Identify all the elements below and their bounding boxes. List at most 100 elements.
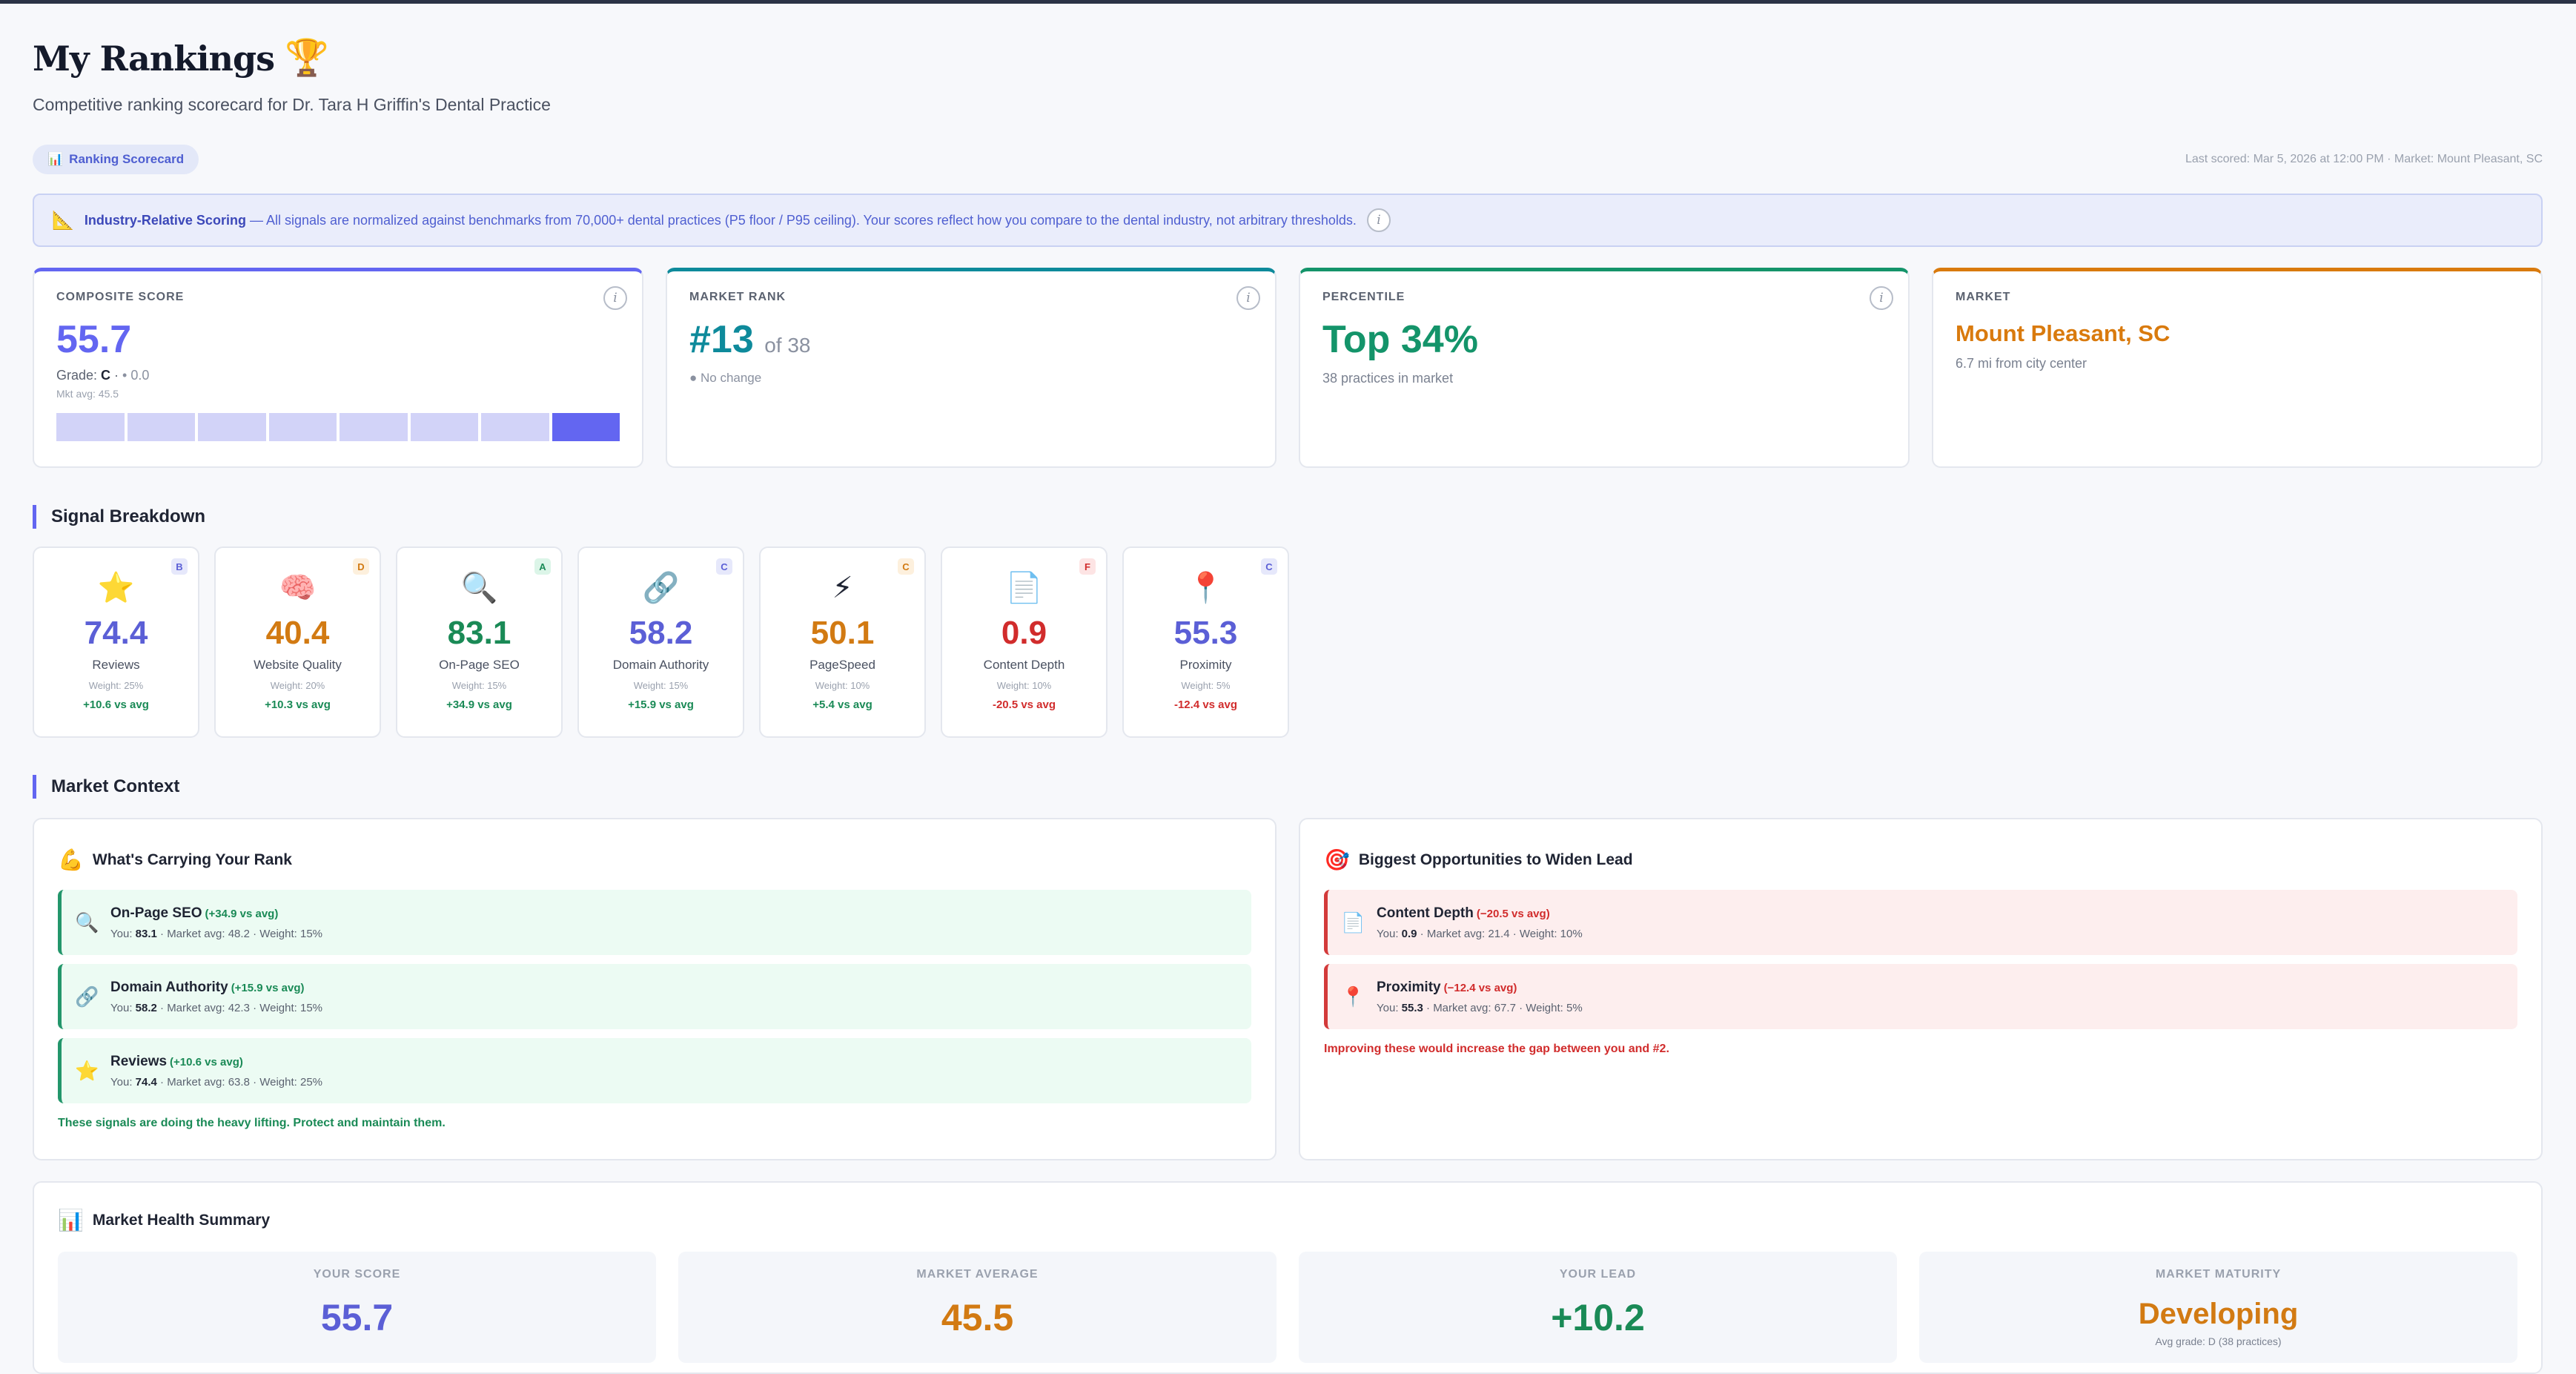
page-subtitle: Competitive ranking scorecard for Dr. Ta… (33, 95, 551, 114)
signal-icon: 🔗 (642, 572, 680, 604)
health-card: MARKET MATURITY Developing Avg grade: D (3… (1919, 1252, 2517, 1363)
signal-card[interactable]: C 🔗 58.2 Domain Authority Weight: 15% +15.9 v… (577, 546, 744, 738)
signal-icon: 📄 (1341, 911, 1365, 934)
signal-row-body: Content Depth (−20.5 vs avg) You: 0.9 · Ma… (1377, 905, 1583, 940)
info-icon[interactable]: i (1236, 286, 1260, 310)
toolbar: 📊 Ranking Scorecard Last scored: Mar 5, … (33, 145, 2543, 174)
top-border (0, 0, 2576, 4)
panel-title: What's Carrying Your Rank (92, 851, 292, 868)
signal-delta: (−20.5 vs avg) (1476, 907, 1550, 920)
signal-vs-avg: +10.3 vs avg (265, 698, 331, 711)
health-sub: Avg grade: D (38 practices) (2155, 1335, 2282, 1347)
signal-weight: Weight: 5% (1181, 680, 1231, 691)
you-value: 74.4 (135, 1075, 157, 1089)
panel-heading: 📊 Market Health Summary (58, 1208, 2517, 1232)
signal-value: 83.1 (447, 615, 511, 651)
carrying-rank-panel: 💪 What's Carrying Your Rank 🔍 On-Page SEO… (33, 818, 1277, 1160)
signal-delta: (−12.4 vs avg) (1443, 981, 1517, 994)
signal-card[interactable]: C ⚡ 50.1 PageSpeed Weight: 10% +5.4 vs avg (759, 546, 926, 738)
signal-name: Proximity (1179, 658, 1232, 672)
signal-row-detail: You: 0.9 · Market avg: 21.4 · Weight: 10… (1377, 928, 1583, 940)
rank-total: of 38 (764, 334, 811, 357)
signal-row[interactable]: 📍 Proximity (−12.4 vs avg) You: 55.3 · Mark… (1324, 964, 2517, 1029)
grade-badge: B (171, 558, 188, 575)
percentile-card: PERCENTILE i Top 34% 38 practices in mar… (1299, 268, 1910, 468)
health-card: YOUR LEAD +10.2 (1299, 1252, 1897, 1363)
you-label: You: (1377, 927, 1402, 940)
signal-icon: ⚡ (832, 572, 853, 604)
signal-value: 40.4 (265, 615, 330, 651)
signal-row-body: Reviews (+10.6 vs avg) You: 74.4 · Market … (110, 1054, 322, 1089)
signal-weight: Weight: 15% (633, 680, 689, 691)
signal-row-detail: You: 55.3 · Market avg: 67.7 · Weight: 5… (1377, 1002, 1583, 1014)
grade-badge: D (353, 558, 369, 575)
signal-row-detail: You: 83.1 · Market avg: 48.2 · Weight: 1… (110, 928, 322, 940)
signal-value: 0.9 (1001, 615, 1047, 651)
signal-row[interactable]: 🔗 Domain Authority (+15.9 vs avg) You: 58.2… (58, 964, 1251, 1029)
grade-segment (552, 413, 620, 441)
signal-vs-avg: +34.9 vs avg (446, 698, 512, 711)
composite-grade: Grade: C · • 0.0 (56, 368, 150, 383)
signal-name: Domain Authority (110, 979, 228, 995)
grade-badge: C (716, 558, 732, 575)
signal-icon: 🧠 (279, 572, 317, 604)
signal-row[interactable]: 📄 Content Depth (−20.5 vs avg) You: 0.9 · M… (1324, 890, 2517, 955)
grade-segment (340, 413, 408, 441)
signal-row[interactable]: ⭐ Reviews (+10.6 vs avg) You: 74.4 · Market… (58, 1038, 1251, 1103)
signal-card[interactable]: D 🧠 40.4 Website Quality Weight: 20% +10.3 vs… (214, 546, 381, 738)
signal-card[interactable]: B ⭐ 74.4 Reviews Weight: 25% +10.6 vs avg (33, 546, 199, 738)
health-card: MARKET AVERAGE 45.5 (678, 1252, 1277, 1363)
you-label: You: (1377, 1001, 1402, 1014)
grade-segment (198, 413, 266, 441)
health-label: MARKET AVERAGE (916, 1268, 1039, 1281)
info-icon[interactable]: i (1366, 208, 1391, 232)
signal-delta: (+34.9 vs avg) (205, 907, 279, 920)
signal-row-body: On-Page SEO (+34.9 vs avg) You: 83.1 · Mar… (110, 905, 322, 940)
banner-text: — All signals are normalized against ben… (249, 212, 1357, 228)
market-detail: · Market avg: 48.2 · Weight: 15% (156, 927, 323, 940)
signal-row-detail: You: 74.4 · Market avg: 63.8 · Weight: 2… (110, 1076, 322, 1089)
signal-delta: (+10.6 vs avg) (170, 1055, 243, 1069)
opportunities-footer: Improving these would increase the gap b… (1324, 1043, 1669, 1055)
rankings-page: My Rankings 🏆 Competitive ranking scorec… (33, 30, 2543, 1374)
signal-row[interactable]: 🔍 On-Page SEO (+34.9 vs avg) You: 83.1 · Ma… (58, 890, 1251, 955)
grade-badge: C (1261, 558, 1277, 575)
signal-icon: 📄 (1005, 572, 1043, 604)
grade-badge: F (1079, 558, 1096, 575)
grade-segment (127, 413, 195, 441)
signal-vs-avg: +15.9 vs avg (628, 698, 694, 711)
grade-segment (410, 413, 478, 441)
tab-ranking-scorecard[interactable]: 📊 Ranking Scorecard (33, 145, 199, 174)
market-detail: · Market avg: 63.8 · Weight: 25% (156, 1075, 323, 1089)
signal-card[interactable]: A 🔍 83.1 On-Page SEO Weight: 15% +34.9 vs avg (396, 546, 563, 738)
signal-weight: Weight: 10% (996, 680, 1052, 691)
health-label: MARKET MATURITY (2155, 1268, 2282, 1281)
grade-segment-bar (56, 413, 620, 441)
signal-name: Reviews (92, 658, 140, 672)
signal-row-body: Domain Authority (+15.9 vs avg) You: 58.2 … (110, 980, 322, 1014)
muscle-icon: 💪 (58, 848, 84, 871)
percentile-sub: 38 practices in market (1322, 371, 1454, 386)
signal-row-detail: You: 58.2 · Market avg: 42.3 · Weight: 1… (110, 1002, 322, 1014)
market-value: Mount Pleasant, SC (1956, 320, 2171, 346)
grade-badge: C (898, 558, 914, 575)
you-value: 83.1 (135, 927, 157, 940)
signal-vs-avg: -12.4 vs avg (1173, 698, 1238, 711)
signal-card[interactable]: C 📍 55.3 Proximity Weight: 5% -12.4 vs avg (1122, 546, 1289, 738)
signal-icon: 📍 (1187, 572, 1225, 604)
target-icon: 🎯 (1324, 848, 1350, 871)
health-card: YOUR SCORE 55.7 (58, 1252, 656, 1363)
info-icon[interactable]: i (603, 286, 627, 310)
info-icon[interactable]: i (1870, 286, 1893, 310)
health-value: Developing (2138, 1298, 2299, 1330)
market-detail: · Market avg: 42.3 · Weight: 15% (156, 1001, 323, 1014)
kpi-label: PERCENTILE (1322, 291, 1405, 303)
signal-icon: 🔗 (75, 985, 99, 1008)
market-average-note: Mkt avg: 45.5 (56, 388, 119, 400)
score-change: • 0.0 (122, 368, 150, 383)
signal-card[interactable]: F 📄 0.9 Content Depth Weight: 10% -20.5 vs av… (941, 546, 1107, 738)
signal-weight: Weight: 15% (451, 680, 507, 691)
market-card: MARKET Mount Pleasant, SC 6.7 mi from ci… (1932, 268, 2543, 468)
you-label: You: (110, 1075, 136, 1089)
kpi-label: MARKET (1956, 291, 2011, 303)
